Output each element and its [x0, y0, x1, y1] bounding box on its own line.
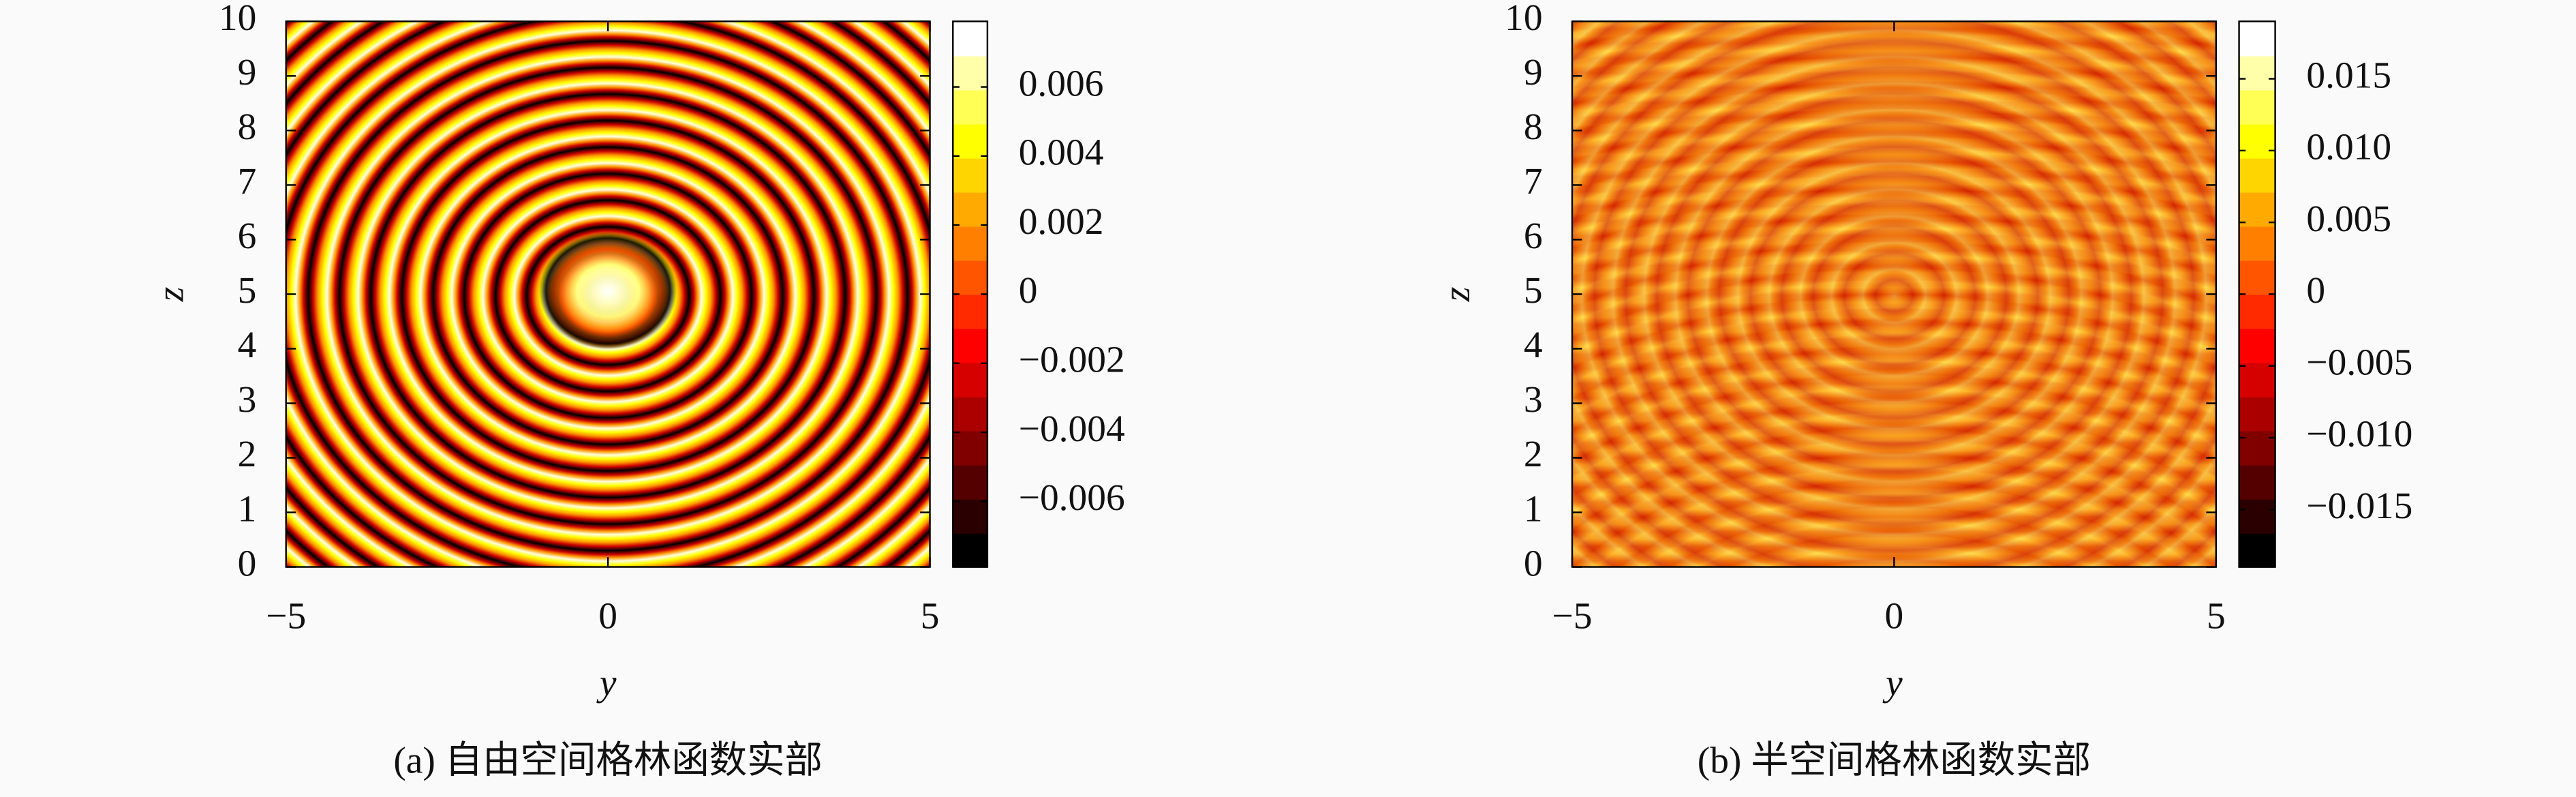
colorbar-segment: [2239, 464, 2275, 500]
y-tick-label: 6: [1524, 215, 1543, 256]
y-tick-label: 3: [1524, 378, 1543, 420]
colorbar-segment: [2239, 362, 2275, 397]
caption: (b) 半空间格林函数实部: [1698, 740, 2091, 781]
y-tick-label: 2: [1524, 433, 1543, 475]
colorbar-segment: [2239, 226, 2275, 261]
colorbar-tick-label: 0.005: [2306, 198, 2391, 239]
colorbar-segment: [2239, 532, 2275, 568]
x-tick-label: 0: [1885, 595, 1904, 636]
colorbar-tick-label: −0.006: [1019, 477, 1125, 518]
y-tick-label: 9: [238, 51, 257, 93]
colorbar-tick-label: −0.004: [1019, 408, 1125, 449]
y-tick-label: 8: [238, 106, 257, 147]
colorbar-segment: [953, 498, 987, 534]
colorbar-segment: [2239, 89, 2275, 125]
colorbar-tick-label: 0.002: [1019, 200, 1104, 242]
y-tick-label: 7: [238, 160, 257, 202]
y-tick-label: 0: [238, 542, 257, 584]
y-tick-label: 3: [238, 378, 257, 420]
x-tick-label: 5: [921, 595, 940, 636]
x-axis-label: y: [1882, 662, 1903, 704]
y-tick-label: 10: [1505, 0, 1542, 38]
colorbar-tick-label: 0.015: [2306, 54, 2391, 95]
colorbar-segment: [2239, 430, 2275, 466]
colorbar-tick-label: −0.010: [2306, 413, 2412, 455]
colorbar-segment: [2239, 123, 2275, 159]
colorbar-segment: [2239, 157, 2275, 193]
colorbar-segment: [2239, 21, 2275, 57]
colorbar-segment: [953, 157, 987, 193]
y-axis-label: z: [150, 287, 191, 303]
colorbar-segment: [953, 55, 987, 91]
colorbar-segment: [953, 123, 987, 159]
colorbar-segment: [2239, 55, 2275, 91]
y-tick-label: 5: [238, 269, 257, 311]
colorbar-tick-label: −0.002: [1019, 338, 1125, 380]
x-axis-label: y: [596, 662, 617, 704]
colorbar-tick-label: 0: [1019, 269, 1038, 311]
colorbar-tick-label: −0.005: [2306, 341, 2412, 382]
y-tick-label: 9: [1524, 51, 1543, 93]
y-tick-label: 1: [238, 487, 257, 529]
x-tick-label: −5: [266, 595, 306, 636]
colorbar-segment: [2239, 260, 2275, 295]
y-tick-label: 5: [1524, 269, 1543, 311]
colorbar-segment: [2239, 192, 2275, 227]
colorbar-segment: [953, 226, 987, 261]
colorbar-segment: [2239, 328, 2275, 363]
colorbar-segment: [953, 89, 987, 125]
x-tick-label: 0: [598, 595, 617, 636]
colorbar-segment: [953, 430, 987, 466]
heatmap-image: [286, 21, 930, 567]
y-tick-label: 0: [1524, 542, 1543, 584]
colorbar-segment: [953, 464, 987, 500]
colorbar-segment: [953, 328, 987, 363]
caption: (a) 自由空间格林函数实部: [393, 740, 823, 781]
x-tick-label: 5: [2207, 595, 2226, 636]
colorbar-segment: [2239, 396, 2275, 432]
y-tick-label: 2: [238, 433, 257, 475]
colorbar-segment: [953, 260, 987, 295]
colorbar-segment: [953, 192, 987, 227]
y-tick-label: 1: [1524, 487, 1543, 529]
colorbar-segment: [2239, 498, 2275, 534]
y-tick-label: 7: [1524, 160, 1543, 202]
colorbar-segment: [953, 21, 987, 57]
colorbar-tick-label: 0.006: [1019, 62, 1104, 104]
colorbar-tick-label: 0.010: [2306, 126, 2391, 168]
colorbar-segment: [953, 396, 987, 432]
colorbar-segment: [953, 294, 987, 329]
colorbar-tick-label: 0: [2306, 269, 2325, 311]
y-tick-label: 10: [219, 0, 256, 38]
y-tick-label: 4: [238, 324, 257, 365]
x-tick-label: −5: [1552, 595, 1592, 636]
colorbar-tick-label: −0.015: [2306, 485, 2412, 526]
colorbar-tick-label: 0.004: [1019, 132, 1104, 173]
y-tick-label: 8: [1524, 106, 1543, 147]
y-axis-label: z: [1436, 287, 1477, 303]
y-tick-label: 4: [1524, 324, 1543, 365]
colorbar-segment: [2239, 294, 2275, 329]
heatmap-image: [1571, 21, 2216, 567]
colorbar-segment: [953, 532, 987, 568]
y-tick-label: 6: [238, 215, 257, 256]
colorbar-segment: [953, 362, 987, 397]
